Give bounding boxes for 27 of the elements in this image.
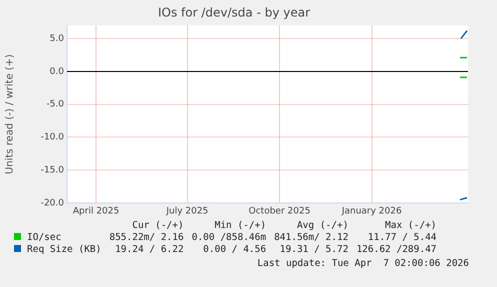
legend-label: Req Size (KB) — [26, 244, 102, 256]
text: 0.00 / 4.56 — [202, 244, 268, 256]
legend-label: IO/sec — [26, 232, 62, 244]
text: 126.62 /289.47 — [355, 244, 438, 256]
text: 0.00 /858.46m — [190, 232, 268, 244]
y-tick-label: -10.0 — [40, 132, 64, 143]
y-tick-label: -20.0 — [40, 198, 64, 208]
y-tick-label: -15.0 — [40, 165, 64, 176]
x-tick-label: July 2025 — [165, 206, 208, 217]
text: Max (-/+) — [384, 220, 438, 232]
text: 19.31 / 5.72 — [278, 244, 350, 256]
x-tick-label: October 2025 — [248, 206, 310, 217]
text: 19.24 / 6.22 — [114, 244, 185, 256]
text: Min (-/+) — [214, 220, 268, 232]
y-axis-title: Units read (-) / write (+) — [4, 54, 16, 174]
text: Avg (-/+) — [296, 220, 350, 232]
text: 11.77 / 5.44 — [366, 232, 438, 244]
chart-title: IOs for /dev/sda - by year — [158, 5, 310, 20]
x-tick-label: April 2025 — [72, 206, 120, 217]
y-tick-label: 0.0 — [50, 66, 64, 77]
x-tick-label: January 2026 — [340, 206, 402, 217]
text: 855.22m/ 2.16 — [108, 232, 185, 244]
text: Last update: Tue Apr 7 02:00:06 2026 — [257, 258, 469, 269]
y-tick-label: -5.0 — [46, 100, 64, 110]
text: 841.56m/ 2.12 — [273, 232, 350, 244]
y-tick-label: 5.0 — [50, 34, 64, 44]
text: Cur (-/+) — [131, 220, 185, 232]
